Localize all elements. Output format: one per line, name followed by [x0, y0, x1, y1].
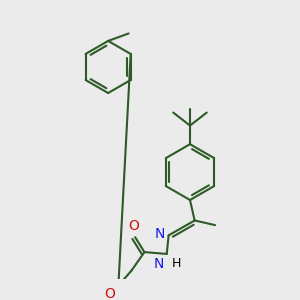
Text: N: N — [154, 227, 165, 242]
Text: N: N — [154, 257, 164, 271]
Text: H: H — [171, 257, 181, 270]
Text: O: O — [128, 220, 139, 233]
Text: O: O — [104, 287, 115, 300]
